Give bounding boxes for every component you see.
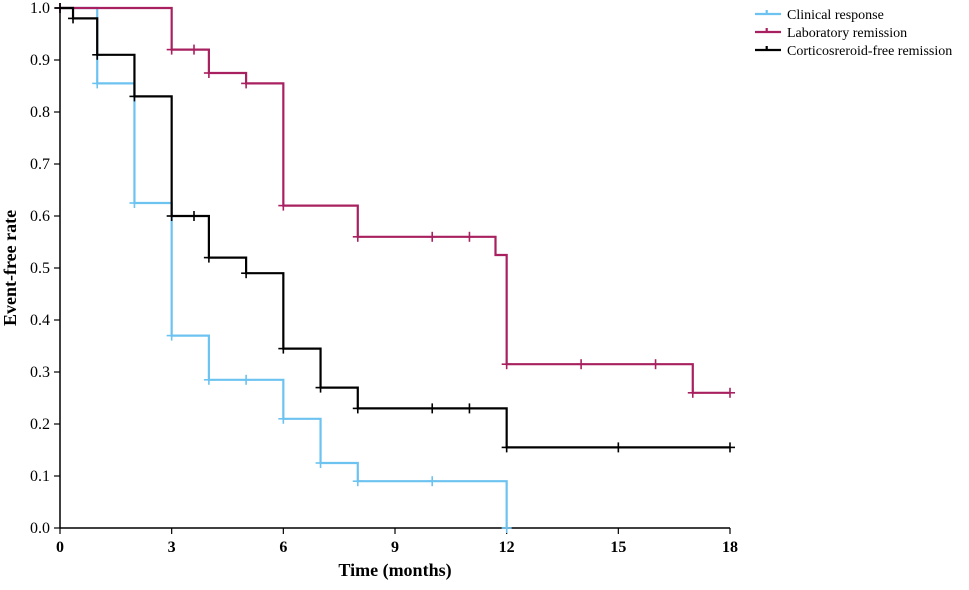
y-tick-label: 0.7	[30, 156, 50, 173]
x-tick-label: 6	[279, 539, 287, 556]
y-tick-label: 0.0	[30, 520, 50, 537]
legend-label: Laboratory remission	[787, 26, 907, 41]
y-tick-label: 0.6	[30, 208, 50, 225]
y-tick-label: 0.2	[30, 416, 50, 433]
x-tick-label: 12	[499, 539, 515, 556]
y-tick-label: 0.1	[30, 468, 50, 485]
x-tick-label: 18	[722, 539, 738, 556]
km-chart: 0.0 0.1 0.2 0.3 0.4 0.5 0.6 0.7 0.8 0.9 1.0 0 3 6 9 12 1…	[0, 0, 969, 590]
y-tick-label: 0.8	[30, 104, 50, 121]
y-tick-label: 0.9	[30, 52, 50, 69]
legend-label: Corticosreroid-free remission	[787, 44, 952, 59]
y-tick-label: 0.5	[30, 260, 50, 277]
y-tick-label: 0.3	[30, 364, 50, 381]
x-tick-label: 9	[391, 539, 399, 556]
y-tick-label: 1.0	[30, 0, 50, 17]
x-tick-label: 15	[610, 539, 626, 556]
y-tick-label: 0.4	[30, 312, 50, 329]
x-tick-label: 3	[168, 539, 176, 556]
x-axis-label: Time (months)	[338, 560, 451, 581]
x-tick-label: 0	[56, 539, 64, 556]
y-axis-label: Event-free rate	[0, 210, 20, 326]
legend-label: Clinical response	[787, 8, 884, 23]
